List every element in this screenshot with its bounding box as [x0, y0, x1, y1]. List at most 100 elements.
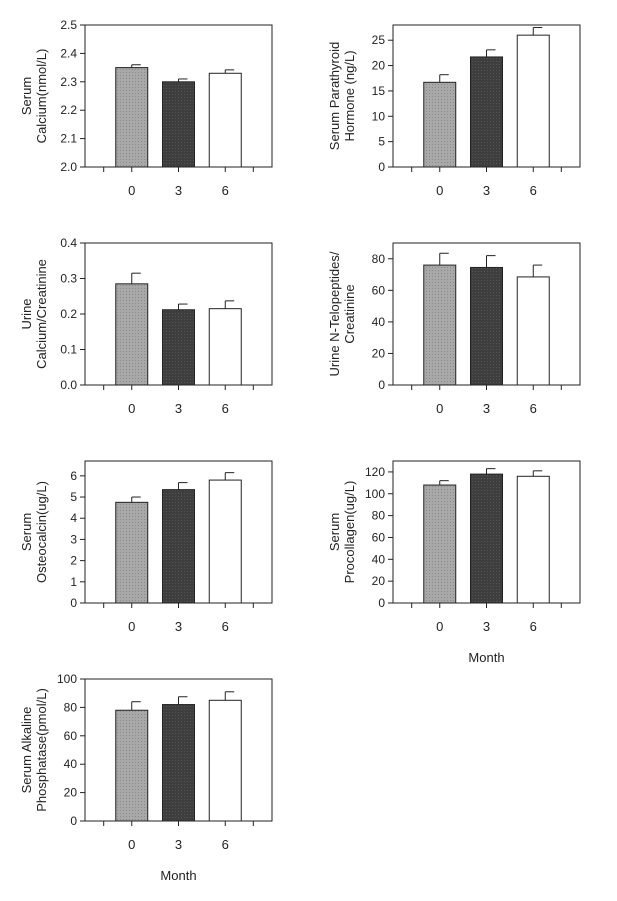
y-tick-label: 2.0 [60, 160, 77, 174]
y-axis-label-line: Serum [327, 513, 342, 551]
y-axis-label: SerumCalcium(nmol/L) [19, 49, 49, 144]
x-tick-label: 3 [175, 619, 182, 634]
y-tick-label: 0.2 [60, 307, 77, 321]
y-tick-label: 2 [70, 554, 77, 568]
bar-month-0 [115, 501, 149, 604]
chart-panel-serum-calcium: 2.0 2.1 2.2 2.3 2.4 2.5 0 3 6 SerumCalcium(nmol/L… [19, 18, 273, 198]
x-tick-label: 3 [483, 619, 490, 634]
bar-month-3 [162, 309, 195, 386]
y-axis-label: Serum ParathyroidHormone (ng/L) [327, 42, 357, 150]
y-axis-label-line: Serum Parathyroid [327, 42, 342, 150]
y-tick-label: 0.3 [60, 272, 77, 286]
bar-month-6 [208, 699, 242, 822]
chart-panel-serum-alk-phos: 0 20 40 60 80 100 0 3 6 Serum AlkalinePhosphatase… [19, 672, 273, 883]
y-axis-label-line: Creatinine [342, 284, 357, 343]
y-tick-label: 20 [372, 59, 386, 73]
y-tick-label: 5 [70, 490, 77, 504]
y-axis-label: SerumProcollagen(ug/L) [327, 481, 357, 584]
y-axis-label-line: Urine N-Telopeptides/ [327, 251, 342, 376]
bar-month-0 [115, 67, 149, 168]
x-tick-label: 6 [530, 183, 537, 198]
y-tick-label: 2.5 [60, 18, 77, 32]
y-tick-label: 2.4 [60, 46, 77, 60]
y-tick-label: 5 [378, 135, 385, 149]
bar-month-6 [516, 276, 550, 386]
y-tick-label: 60 [64, 729, 78, 743]
bar-month-6 [516, 475, 550, 604]
y-tick-label: 0.0 [60, 378, 77, 392]
x-tick-label: 3 [175, 401, 182, 416]
x-tick-label: 0 [436, 401, 443, 416]
chart-panel-serum-pth: 0 5 10 15 20 25 0 3 6 Serum ParathyroidHormone (n… [327, 24, 581, 198]
y-tick-label: 60 [372, 283, 386, 297]
y-axis-label-line: Procollagen(ug/L) [342, 481, 357, 584]
y-axis-label-line: Osteocalcin(ug/L) [34, 481, 49, 583]
bar-month-3 [162, 704, 195, 822]
y-tick-label: 20 [372, 574, 386, 588]
y-tick-label: 40 [372, 552, 386, 566]
y-tick-label: 100 [365, 487, 385, 501]
y-axis-label: Urine N-Telopeptides/Creatinine [327, 251, 357, 376]
y-tick-label: 0 [378, 596, 385, 610]
y-axis-label: Serum AlkalinePhosphatase(pmol/L) [19, 688, 49, 812]
chart-panel-serum-osteocalcin: 0 1 2 3 4 5 6 0 3 6 SerumOsteocalcin(ug/L) [19, 460, 273, 634]
bar-month-3 [162, 81, 195, 168]
y-tick-label: 2.1 [60, 132, 77, 146]
y-tick-label: 1 [70, 575, 77, 589]
chart-panel-serum-procollagen: 0 20 40 60 80 100 120 0 3 6 SerumProcollagen(ug/L)… [327, 460, 581, 665]
y-tick-label: 80 [372, 252, 386, 266]
y-axis-label-line: Hormone (ng/L) [342, 50, 357, 141]
bar-month-0 [115, 283, 149, 386]
bar-month-3 [162, 489, 195, 604]
bar-month-3 [470, 56, 503, 168]
bar-month-6 [208, 308, 242, 386]
y-tick-label: 6 [70, 469, 77, 483]
y-axis-label-line: Calcium/Creatinine [34, 259, 49, 369]
x-tick-label: 0 [128, 619, 135, 634]
bar-month-0 [423, 81, 457, 168]
chart-panel-urine-calcium: 0.0 0.1 0.2 0.3 0.4 0 3 6 UrineCalcium/Creatinin… [19, 236, 273, 416]
y-axis-label-line: Serum [19, 77, 34, 115]
bar-month-0 [423, 264, 457, 386]
x-tick-label: 3 [175, 837, 182, 852]
y-tick-label: 2.3 [60, 75, 77, 89]
y-tick-label: 80 [64, 700, 78, 714]
y-tick-label: 0.4 [60, 236, 77, 250]
y-tick-label: 10 [372, 109, 386, 123]
x-tick-label: 3 [175, 183, 182, 198]
x-tick-label: 6 [530, 619, 537, 634]
x-tick-label: 3 [483, 183, 490, 198]
y-tick-label: 0 [70, 814, 77, 828]
y-axis-label-line: Serum [19, 513, 34, 551]
y-tick-label: 80 [372, 509, 386, 523]
x-tick-label: 0 [128, 183, 135, 198]
y-tick-label: 0 [378, 378, 385, 392]
x-tick-label: 0 [128, 401, 135, 416]
y-axis-label-line: Urine [19, 298, 34, 329]
x-tick-label: 0 [436, 183, 443, 198]
y-tick-label: 3 [70, 532, 77, 546]
x-axis-label: Month [160, 868, 196, 883]
chart-panel-urine-ntx: 0 20 40 60 80 0 3 6 Urine N-Telopeptides/Creatin… [327, 242, 581, 416]
y-tick-label: 2.2 [60, 103, 77, 117]
y-axis-label-line: Serum Alkaline [19, 707, 34, 794]
y-axis-label: UrineCalcium/Creatinine [19, 259, 49, 369]
x-tick-label: 3 [483, 401, 490, 416]
y-tick-label: 100 [57, 672, 77, 686]
bar-month-3 [470, 266, 503, 386]
y-tick-label: 60 [372, 530, 386, 544]
y-axis-label-line: Phosphatase(pmol/L) [34, 688, 49, 812]
y-tick-label: 40 [372, 315, 386, 329]
y-tick-label: 0.1 [60, 343, 77, 357]
x-tick-label: 6 [222, 837, 229, 852]
y-tick-label: 25 [372, 33, 386, 47]
bar-month-6 [208, 479, 242, 604]
x-axis-label: Month [468, 650, 504, 665]
x-tick-label: 6 [222, 183, 229, 198]
y-axis-label: SerumOsteocalcin(ug/L) [19, 481, 49, 583]
bar-month-0 [423, 484, 457, 604]
x-tick-label: 6 [222, 401, 229, 416]
bar-month-0 [115, 709, 149, 822]
y-tick-label: 0 [378, 160, 385, 174]
